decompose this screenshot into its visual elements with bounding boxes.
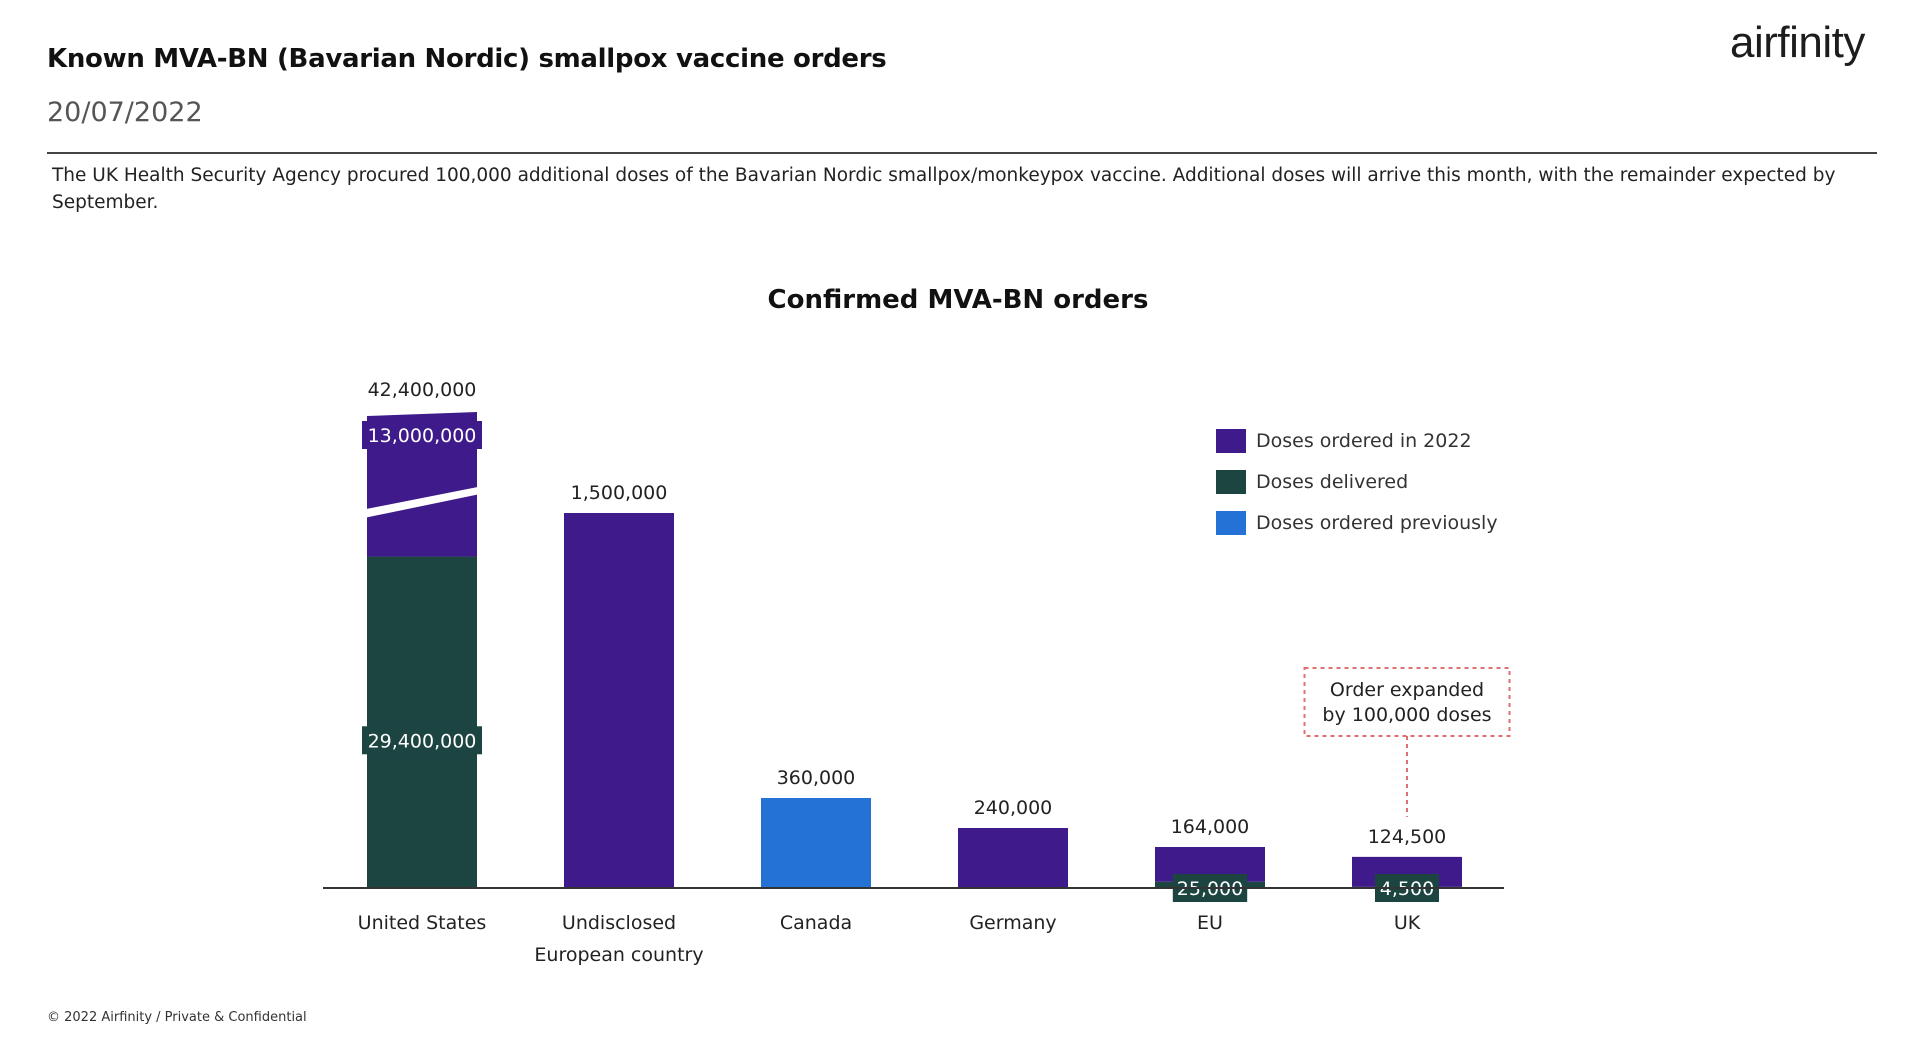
inner-label-united-states-delivered: 29,400,000 [368,730,477,752]
annotation-text: Order expanded [1330,679,1484,701]
legend-swatch-ordered-2022 [1216,428,1246,453]
category-label-united-states: United States [358,912,487,934]
total-label-canada: 360,000 [777,767,856,789]
total-label-undisclosed-european-country: 1,500,000 [571,482,668,504]
total-label-eu: 164,000 [1171,816,1250,838]
legend-item-ordered-previously: Doses ordered previously [1216,502,1498,543]
category-label-undisclosed-european-country-line2: European country [534,944,703,966]
brand-logo: airfinity [1730,18,1865,67]
page-date: 20/07/2022 [47,97,203,128]
total-label-united-states: 42,400,000 [368,379,477,401]
bar-canada-ordered-previously [761,798,871,888]
axis-break-mark [359,486,485,520]
legend-item-ordered-2022: Doses ordered in 2022 [1216,420,1498,461]
chart-legend: Doses ordered in 2022 Doses delivered Do… [1216,420,1498,543]
total-label-germany: 240,000 [974,797,1053,819]
page-title: Known MVA-BN (Bavarian Nordic) smallpox … [47,44,887,74]
inner-label-box-united-states-delivered [362,726,482,755]
axis-break-top-cap [367,402,477,416]
category-label-canada: Canada [780,912,852,934]
bar-undisclosed-european-country-ordered-2022 [564,513,674,888]
legend-label-delivered: Doses delivered [1256,470,1409,493]
legend-label-ordered-2022: Doses ordered in 2022 [1256,429,1472,452]
chart-title: Confirmed MVA-BN orders [768,285,1149,315]
inner-label-box-united-states-ordered-2022 [362,421,482,449]
legend-swatch-ordered-previously [1216,510,1246,535]
bar-united-states-delivered [367,556,477,888]
inner-label-united-states-ordered-2022: 13,000,000 [368,425,477,447]
header-divider [47,152,1877,154]
axis-break-line-upper [360,486,484,513]
category-label-undisclosed-european-country: Undisclosed [562,912,676,934]
legend-label-ordered-previously: Doses ordered previously [1256,511,1498,534]
category-label-eu: EU [1197,912,1223,934]
category-label-uk: UK [1394,912,1421,934]
annotation-box [1303,667,1511,737]
legend-item-delivered: Doses delivered [1216,461,1498,502]
annotation-text-line2: by 100,000 doses [1322,704,1491,726]
total-label-uk: 124,500 [1368,826,1447,848]
legend-swatch-delivered [1216,469,1246,494]
footer-copyright: © 2022 Airfinity / Private & Confidentia… [47,1010,307,1025]
category-label-germany: Germany [969,912,1056,934]
description-text: The UK Health Security Agency procured 1… [52,165,1836,213]
bar-germany-ordered-2022 [958,828,1068,888]
